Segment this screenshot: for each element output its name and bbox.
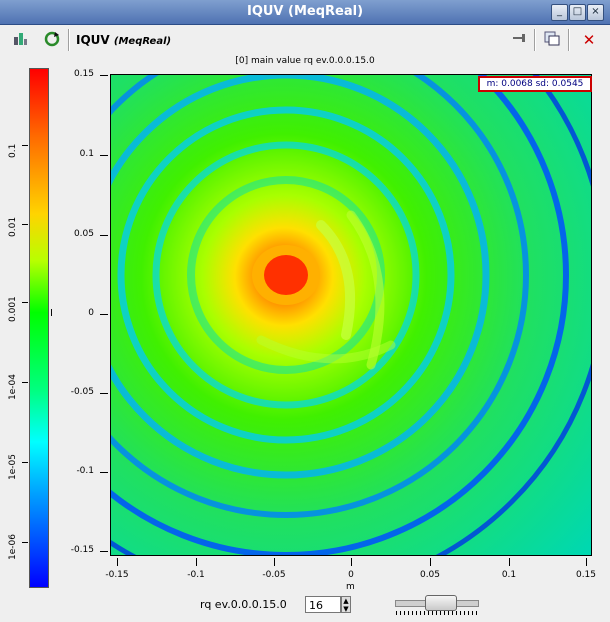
panel-title-text: IQUV [76, 33, 110, 47]
colorbar-tick-mark [22, 382, 28, 383]
x-tick-mark [274, 558, 275, 566]
refresh-icon[interactable] [42, 30, 62, 50]
colorbar-tick-mark [22, 542, 28, 543]
colorbar-tick: 0.01 [8, 216, 18, 237]
intensity-image-plot[interactable] [110, 74, 592, 556]
colorbar-tick: 1e-04 [8, 374, 18, 400]
spinbox-arrows[interactable]: ▲ ▼ [341, 596, 351, 613]
publish-icon[interactable] [10, 30, 30, 50]
y-tick: 0 [88, 308, 94, 318]
y-tick: 0.15 [73, 69, 94, 79]
x-tick-mark [509, 558, 510, 566]
intensity-image [111, 75, 591, 555]
toolbar-separator [68, 29, 70, 51]
x-axis-label: m [346, 582, 355, 592]
panel-subtitle: (MeqReal) [113, 36, 172, 47]
colorbar-tick: 1e-05 [8, 454, 18, 480]
x-tick: -0.05 [262, 570, 286, 580]
x-tick-mark [117, 558, 118, 566]
x-tick: -0.1 [187, 570, 205, 580]
y-tick: -0.15 [70, 545, 94, 555]
y-tick: -0.05 [70, 387, 94, 397]
x-tick: 0.1 [501, 570, 517, 580]
panel-title: IQUV (MeqReal) [76, 33, 171, 47]
x-tick: -0.15 [105, 570, 129, 580]
window-title: IQUV (MeqReal) [246, 4, 364, 19]
colorbar-tick-mark [22, 224, 28, 225]
colorbar-label: I [50, 308, 53, 319]
y-tick-mark [100, 235, 108, 236]
request-slider-handle[interactable] [425, 595, 457, 611]
y-tick: 0.05 [73, 229, 94, 239]
x-tick: 0.15 [575, 570, 597, 580]
request-label: rq ev.0.0.0.15.0 [200, 598, 287, 611]
request-spinbox[interactable]: 16 [305, 596, 341, 613]
x-tick: 0.05 [419, 570, 441, 580]
close-icon[interactable]: ✕ [582, 31, 596, 49]
x-tick: 0 [348, 570, 354, 580]
minimize-button[interactable]: _ [551, 4, 568, 21]
statistics-box: m: 0.0068 sd: 0.0545 [478, 76, 592, 92]
toolbar-separator [534, 29, 536, 51]
plot-header: [0] main value rq ev.0.0.0.15.0 [235, 56, 375, 66]
x-tick-mark [586, 558, 587, 566]
pin-icon[interactable] [510, 30, 530, 50]
y-tick: 0.1 [79, 149, 94, 159]
y-tick: -0.1 [76, 466, 94, 476]
slider-ticks [396, 611, 478, 615]
maximize-button[interactable]: □ [569, 4, 586, 21]
colorbar-tick-mark [22, 462, 28, 463]
colorbar-tick: 0.001 [8, 296, 18, 322]
x-tick-mark [430, 558, 431, 566]
colorbar-tick-mark [22, 302, 28, 303]
colorbar [29, 68, 49, 588]
colorbar-tick: 0.1 [8, 143, 18, 158]
y-tick-mark [100, 155, 108, 156]
x-tick-mark [351, 558, 352, 566]
float-window-icon[interactable] [542, 30, 562, 50]
toolbar-separator [568, 29, 570, 51]
toolbar: IQUV (MeqReal) ✕ [0, 25, 610, 55]
colorbar-tick-mark [22, 145, 28, 146]
colorbar-tick: 1e-06 [8, 534, 18, 560]
window-titlebar: IQUV (MeqReal) _ □ × [0, 0, 610, 25]
y-tick-mark [100, 314, 108, 315]
y-tick-mark [100, 472, 108, 473]
y-tick-mark [100, 551, 108, 552]
y-tick-mark [100, 393, 108, 394]
y-tick-mark [100, 75, 108, 76]
x-tick-mark [196, 558, 197, 566]
close-window-button[interactable]: × [587, 4, 604, 21]
